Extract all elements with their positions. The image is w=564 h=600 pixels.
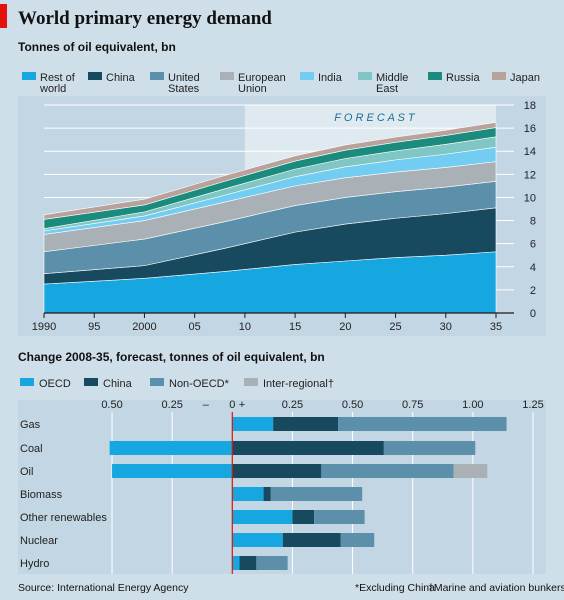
y-tick-label-14: 14 <box>524 146 536 158</box>
category-label-oil: Oil <box>20 466 33 478</box>
legend-label-china-0: China <box>106 72 136 84</box>
x-tick-label-2000: 2000 <box>132 321 156 333</box>
bar-gas-oecd <box>232 417 274 431</box>
y-tick-label-10: 10 <box>524 192 536 204</box>
bar-legend-label-non-oecd: Non-OECD* <box>169 378 230 390</box>
bar-x-tick-label-0-75: 0.75 <box>402 399 423 411</box>
bar-x-tick-label-0-50: 0.50 <box>101 399 122 411</box>
bar-x-tick-label-: + <box>239 399 245 411</box>
y-tick-label-0: 0 <box>530 308 536 320</box>
bar-oil-oecd <box>112 464 233 478</box>
bar-nuclear-oecd <box>232 533 283 547</box>
bar-x-tick-label-0: 0 <box>229 399 235 411</box>
page-title: World primary energy demand <box>18 8 272 29</box>
area-japan <box>43 121 497 220</box>
legend-swatch-russia <box>428 72 442 80</box>
bar-oil-non-oecd <box>321 464 454 478</box>
bar-oil-inter-regional <box>453 464 488 478</box>
category-label-other-renewables: Other renewables <box>20 512 107 524</box>
bar-legend-label-oecd: OECD <box>39 378 71 390</box>
bar-biomass-oecd <box>232 487 264 501</box>
y-tick-label-12: 12 <box>524 169 536 181</box>
bar-nuclear-china <box>282 533 341 547</box>
bar-nuclear-non-oecd <box>340 533 375 547</box>
legend-label-middle-east-1: East <box>376 83 398 95</box>
legend-swatch-united-states <box>150 72 164 80</box>
legend-label-rest-of-world-0: Rest of <box>40 72 76 84</box>
category-label-coal: Coal <box>20 443 43 455</box>
legend-label-middle-east-0: Middle <box>376 72 408 84</box>
bottom-chart-subtitle: Change 2008-35, forecast, tonnes of oil … <box>18 350 325 364</box>
bar-legend-swatch-china <box>84 378 98 386</box>
bar-legend-label-china: China <box>103 378 133 390</box>
legend-swatch-china <box>88 72 102 80</box>
y-tick-label-2: 2 <box>530 285 536 297</box>
bar-coal-oecd <box>109 441 233 455</box>
category-label-gas: Gas <box>20 419 41 431</box>
y-tick-label-8: 8 <box>530 216 536 228</box>
legend-swatch-middle-east <box>358 72 372 80</box>
category-label-biomass: Biomass <box>20 489 63 501</box>
bar-other-renewables-oecd <box>232 510 293 524</box>
bar-x-tick-label-1-25: 1.25 <box>522 399 543 411</box>
category-label-hydro: Hydro <box>20 558 49 570</box>
bar-x-tick-label-0-25: 0.25 <box>161 399 182 411</box>
bar-legend-swatch-oecd <box>20 378 34 386</box>
bar-gas-china <box>273 417 339 431</box>
legend-swatch-india <box>300 72 314 80</box>
forecast-label: F O R E C A S T <box>334 112 416 124</box>
legend-label-india-0: India <box>318 72 343 84</box>
x-tick-label-1995: 95 <box>88 321 100 333</box>
legend-label-european-union-0: European <box>238 72 286 84</box>
bar-other-renewables-non-oecd <box>314 510 365 524</box>
x-tick-label-2015: 15 <box>289 321 301 333</box>
bar-hydro-china <box>239 556 257 570</box>
x-tick-label-2005: 05 <box>189 321 201 333</box>
brand-red-tab <box>0 4 7 28</box>
source-note: Source: International Energy Agency <box>18 582 189 594</box>
legend-label-united-states-0: United <box>168 72 200 84</box>
bar-legend-label-inter-regional: Inter-regional† <box>263 378 334 390</box>
x-tick-label-2030: 30 <box>440 321 452 333</box>
bar-biomass-non-oecd <box>270 487 363 501</box>
bar-biomass-china <box>263 487 271 501</box>
bar-other-renewables-china <box>292 510 315 524</box>
x-tick-label-1990: 1990 <box>32 321 56 333</box>
footnote-non-oecd: *Excluding China <box>355 582 435 594</box>
legend-swatch-european-union <box>220 72 234 80</box>
footnote-interregional: †Marine and aviation bunkers <box>428 582 564 594</box>
top-chart-subtitle: Tonnes of oil equivalent, bn <box>18 40 176 54</box>
legend-swatch-japan <box>492 72 506 80</box>
category-label-nuclear: Nuclear <box>20 535 58 547</box>
bar-legend-swatch-non-oecd <box>150 378 164 386</box>
bar-coal-non-oecd <box>383 441 476 455</box>
legend-label-rest-of-world-1: world <box>39 83 66 95</box>
x-tick-label-2010: 10 <box>239 321 251 333</box>
bar-gas-non-oecd <box>338 417 507 431</box>
bar-oil-china <box>232 464 322 478</box>
bar-legend-swatch-inter-regional <box>244 378 258 386</box>
x-tick-label-2035: 35 <box>490 321 502 333</box>
bar-hydro-non-oecd <box>256 556 288 570</box>
bar-hydro-oecd <box>232 556 240 570</box>
y-tick-label-18: 18 <box>524 100 536 112</box>
x-tick-label-2020: 20 <box>339 321 351 333</box>
legend-label-japan-0: Japan <box>510 72 540 84</box>
bar-coal-china <box>232 441 384 455</box>
bar-x-tick-label-0-50: 0.50 <box>342 399 363 411</box>
bar-x-tick-label-: – <box>203 399 210 411</box>
y-tick-label-6: 6 <box>530 239 536 251</box>
y-tick-label-4: 4 <box>530 262 536 274</box>
legend-label-united-states-1: States <box>168 83 200 95</box>
bar-x-tick-label-0-25: 0.25 <box>282 399 303 411</box>
x-tick-label-2025: 25 <box>389 321 401 333</box>
bar-x-tick-label-1-00: 1.00 <box>462 399 483 411</box>
legend-label-russia-0: Russia <box>446 72 481 84</box>
y-tick-label-16: 16 <box>524 123 536 135</box>
legend-swatch-rest-of-world <box>22 72 36 80</box>
legend-label-european-union-1: Union <box>238 83 267 95</box>
